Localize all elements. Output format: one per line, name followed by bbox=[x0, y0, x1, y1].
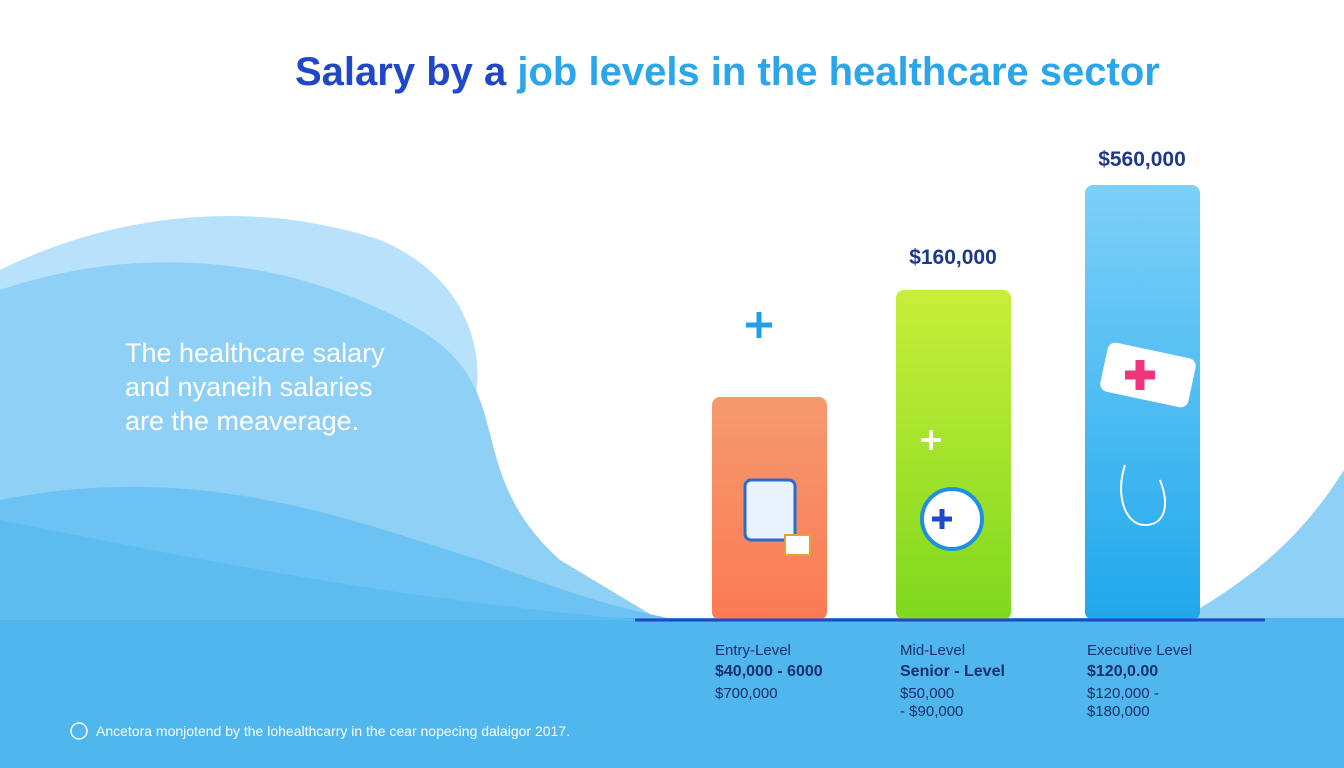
level-name: Executive Level bbox=[1087, 642, 1192, 659]
mid-top-label: $160,000 bbox=[909, 246, 997, 269]
footnote-icon bbox=[70, 722, 88, 740]
intro-line: The healthcare salary bbox=[125, 338, 385, 368]
footnote: Ancetora monjotend by the lohealthcarry … bbox=[96, 723, 570, 739]
intro-line: and nyaneih salaries bbox=[125, 372, 373, 402]
level-name: Mid-Level bbox=[900, 642, 965, 659]
level-name: Entry-Level bbox=[715, 642, 791, 659]
level-range: $50,000 bbox=[900, 685, 954, 702]
title: Salary by a job levels in the healthcare… bbox=[295, 50, 1160, 94]
executive-top-label: $560,000 bbox=[1098, 148, 1186, 171]
level-range: $120,000 - bbox=[1087, 685, 1159, 702]
title-part: job levels in the healthcare sector bbox=[516, 50, 1159, 94]
icons bbox=[743, 312, 1196, 556]
title-part: Salary by a bbox=[295, 50, 507, 94]
level-range: $180,000 bbox=[1087, 703, 1150, 720]
executive-bar bbox=[1085, 185, 1200, 620]
level-range: $120,0.00 bbox=[1087, 663, 1158, 680]
background-waves bbox=[0, 216, 1344, 768]
mid-bar bbox=[896, 290, 1011, 620]
level-range: - $90,000 bbox=[900, 703, 963, 720]
level-name: Senior - Level bbox=[900, 663, 1005, 680]
intro-line: are the meaverage. bbox=[125, 406, 359, 436]
level-range: $700,000 bbox=[715, 685, 778, 702]
level-range: $40,000 - 6000 bbox=[715, 663, 823, 680]
